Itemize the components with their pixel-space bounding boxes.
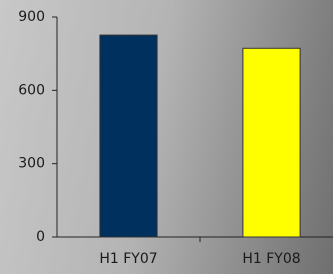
y-tick-label: 900 [18,9,45,25]
x-tick-label: H1 FY07 [99,251,157,267]
y-tick-label: 600 [18,82,45,98]
y-tick-label: 0 [36,229,45,245]
bar [100,35,157,237]
y-tick-label: 300 [18,156,45,172]
bar [243,48,300,237]
x-tick-label: H1 FY08 [242,251,300,267]
chart: 0 300 600 900 H1 FY07 H1 FY08 [0,0,333,274]
